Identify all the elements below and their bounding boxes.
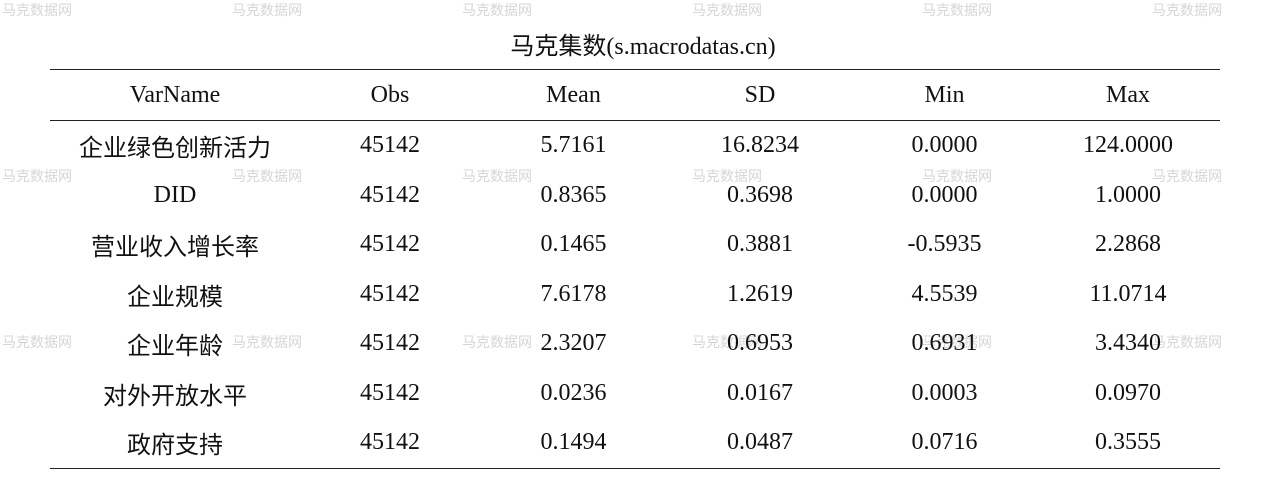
header-sd: SD	[744, 81, 776, 108]
header-obs: Obs	[370, 81, 410, 108]
header-mean: Mean	[546, 81, 601, 108]
summary-statistics-table-container: VarName Obs Mean SD Min Max 企业绿色创新活力 451…	[50, 69, 1220, 469]
cell-varname: 企业规模	[127, 284, 223, 311]
cell-min: 0.6931	[911, 330, 978, 357]
cell-max: 0.3555	[1095, 429, 1161, 456]
cell-min: 0.0000	[911, 181, 978, 208]
cell-obs: 45142	[360, 181, 420, 208]
cell-min: 0.0716	[911, 429, 978, 456]
watermark: 马克数据网	[462, 3, 532, 19]
cell-max: 0.0970	[1095, 379, 1161, 406]
table-row: 政府支持 45142 0.1494 0.0487 0.0716 0.3555	[50, 418, 1220, 468]
watermark: 马克数据网	[1152, 3, 1222, 19]
cell-sd: 0.0167	[727, 379, 793, 406]
cell-max: 3.4340	[1095, 330, 1161, 357]
cell-obs: 45142	[360, 231, 420, 258]
table-header-row: VarName Obs Mean SD Min Max	[50, 69, 1220, 121]
cell-max: 11.0714	[1089, 280, 1167, 307]
cell-varname: DID	[153, 181, 197, 208]
cell-mean: 2.3207	[540, 330, 607, 357]
cell-sd: 0.3698	[727, 181, 793, 208]
summary-statistics-table: VarName Obs Mean SD Min Max 企业绿色创新活力 451…	[50, 69, 1220, 469]
header-max: Max	[1106, 81, 1150, 108]
cell-obs: 45142	[360, 280, 420, 307]
table-row: DID 45142 0.8365 0.3698 0.0000 1.0000	[50, 171, 1220, 221]
cell-sd: 0.6953	[727, 330, 793, 357]
cell-varname: 政府支持	[127, 433, 223, 460]
watermark: 马克数据网	[922, 3, 992, 19]
watermark: 马克数据网	[2, 3, 72, 19]
cell-sd: 16.8234	[721, 132, 799, 159]
table-title: 马克集数(s.macrodatas.cn)	[510, 34, 776, 60]
header-varname: VarName	[129, 81, 221, 108]
cell-max: 1.0000	[1095, 181, 1161, 208]
table-row: 企业绿色创新活力 45142 5.7161 16.8234 0.0000 124…	[50, 121, 1220, 171]
cell-obs: 45142	[360, 379, 420, 406]
cell-min: 0.0000	[911, 132, 978, 159]
cell-mean: 0.8365	[540, 181, 607, 208]
cell-sd: 0.3881	[727, 231, 793, 258]
cell-mean: 7.6178	[540, 280, 607, 307]
watermark: 马克数据网	[692, 3, 762, 19]
cell-mean: 0.0236	[540, 379, 607, 406]
cell-varname: 企业年龄	[127, 334, 223, 361]
cell-varname: 企业绿色创新活力	[79, 136, 271, 163]
cell-obs: 45142	[360, 132, 420, 159]
table-row: 企业规模 45142 7.6178 1.2619 4.5539 11.0714	[50, 270, 1220, 320]
table-row: 营业收入增长率 45142 0.1465 0.3881 -0.5935 2.28…	[50, 220, 1220, 270]
cell-varname: 营业收入增长率	[91, 235, 259, 262]
header-min: Min	[924, 81, 965, 108]
table-row: 对外开放水平 45142 0.0236 0.0167 0.0003 0.0970	[50, 369, 1220, 419]
cell-min: -0.5935	[907, 231, 982, 258]
cell-min: 4.5539	[911, 280, 978, 307]
watermark: 马克数据网	[232, 3, 302, 19]
cell-obs: 45142	[360, 330, 420, 357]
cell-max: 124.0000	[1083, 132, 1173, 159]
cell-varname: 对外开放水平	[103, 383, 247, 410]
cell-mean: 0.1494	[540, 429, 607, 456]
cell-sd: 1.2619	[727, 280, 793, 307]
cell-min: 0.0003	[911, 379, 978, 406]
cell-mean: 5.7161	[540, 132, 607, 159]
cell-obs: 45142	[360, 429, 420, 456]
cell-sd: 0.0487	[727, 429, 793, 456]
table-row: 企业年龄 45142 2.3207 0.6953 0.6931 3.4340	[50, 319, 1220, 369]
cell-max: 2.2868	[1095, 231, 1161, 258]
cell-mean: 0.1465	[540, 231, 607, 258]
